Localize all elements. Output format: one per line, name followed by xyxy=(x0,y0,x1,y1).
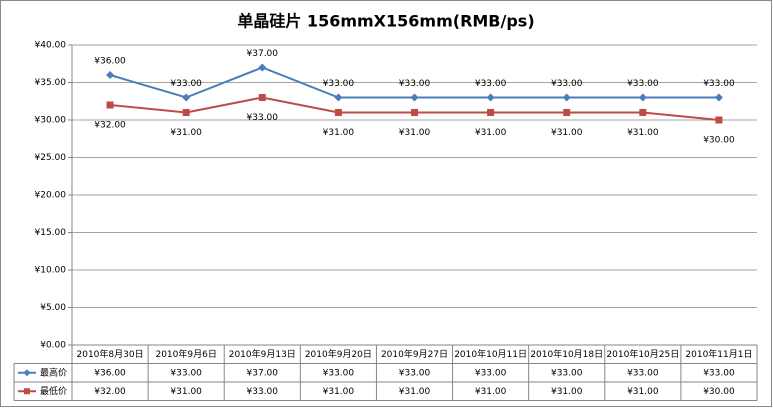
table-cell: ¥37.00 xyxy=(247,368,279,378)
table-cell: ¥33.00 xyxy=(627,368,659,378)
x-tick-label: 2010年8月30日 xyxy=(77,348,144,360)
table-cell: ¥30.00 xyxy=(703,387,735,397)
table-cell: ¥32.00 xyxy=(94,387,126,397)
point xyxy=(258,63,267,72)
y-tick-label: ¥20.00 xyxy=(35,191,67,201)
data-label: ¥36.00 xyxy=(94,57,126,67)
legend-marker xyxy=(24,388,30,395)
y-tick-label: ¥25.00 xyxy=(35,153,67,163)
table-cell: ¥31.00 xyxy=(627,387,659,397)
data-label: ¥33.00 xyxy=(551,79,583,89)
chart-title: 单晶硅片 156mmX156mm(RMB/ps) xyxy=(237,12,534,31)
table-cell: ¥31.00 xyxy=(551,387,583,397)
x-tick-label: 2010年10月11日 xyxy=(454,348,527,360)
point xyxy=(411,109,418,116)
table-cell: ¥31.00 xyxy=(475,387,507,397)
y-tick-label: ¥35.00 xyxy=(35,78,67,88)
data-label: ¥33.00 xyxy=(475,79,507,89)
data-label: ¥37.00 xyxy=(247,49,279,59)
point xyxy=(106,71,115,79)
table-cell: ¥33.00 xyxy=(170,368,202,378)
x-tick-label: 2010年10月18日 xyxy=(530,348,603,360)
table-cell: ¥31.00 xyxy=(323,387,355,397)
y-tick-label: ¥10.00 xyxy=(35,266,67,276)
point xyxy=(258,94,266,101)
y-tick-label: ¥0.00 xyxy=(40,341,66,351)
x-tick-label: 2010年9月13日 xyxy=(229,348,296,360)
x-tick-label: 2010年10月25日 xyxy=(606,348,679,360)
table-cell: ¥33.00 xyxy=(323,368,355,378)
x-tick-label: 2010年9月27日 xyxy=(381,348,448,360)
point xyxy=(714,93,723,102)
x-tick-label: 2010年9月20日 xyxy=(305,348,372,360)
point xyxy=(487,109,495,116)
data-label: ¥32.00 xyxy=(94,121,126,131)
data-label: ¥31.00 xyxy=(399,128,431,138)
y-tick-label: ¥40.00 xyxy=(35,41,67,51)
point xyxy=(562,93,571,102)
data-label: ¥33.00 xyxy=(627,79,659,89)
point xyxy=(638,93,647,102)
point xyxy=(410,93,419,102)
legend-marker xyxy=(23,369,31,377)
data-label: ¥30.00 xyxy=(703,136,735,146)
table-cell: ¥31.00 xyxy=(170,387,202,397)
point xyxy=(334,93,343,102)
table-cell: ¥33.00 xyxy=(399,368,431,378)
data-label: ¥33.00 xyxy=(703,79,735,89)
data-label: ¥33.00 xyxy=(170,79,202,89)
point xyxy=(563,109,571,116)
point xyxy=(182,93,191,102)
point xyxy=(106,101,114,109)
data-label: ¥31.00 xyxy=(323,128,355,138)
data-label: ¥31.00 xyxy=(170,128,202,138)
x-tick-label: 2010年11月1日 xyxy=(685,348,752,360)
x-tick-label: 2010年9月6日 xyxy=(155,348,216,360)
y-tick-label: ¥5.00 xyxy=(40,303,66,313)
table-cell: ¥33.00 xyxy=(551,368,583,378)
legend-label: 最低价 xyxy=(40,385,67,397)
data-label: ¥33.00 xyxy=(323,79,355,89)
table-cell: ¥33.00 xyxy=(247,387,279,397)
data-label: ¥31.00 xyxy=(627,128,659,138)
point xyxy=(334,109,342,116)
y-tick-label: ¥15.00 xyxy=(35,228,67,238)
point xyxy=(715,116,723,124)
data-label: ¥33.00 xyxy=(247,113,279,123)
legend-label: 最高价 xyxy=(40,366,67,378)
table-cell: ¥33.00 xyxy=(475,368,507,378)
table-cell: ¥33.00 xyxy=(703,368,735,378)
point xyxy=(639,109,647,116)
data-label: ¥33.00 xyxy=(399,79,431,89)
data-label: ¥31.00 xyxy=(551,128,583,138)
point xyxy=(486,93,495,102)
y-tick-label: ¥30.00 xyxy=(35,116,67,126)
point xyxy=(182,109,190,116)
table-cell: ¥36.00 xyxy=(94,368,126,378)
data-label: ¥31.00 xyxy=(475,128,507,138)
table-cell: ¥31.00 xyxy=(399,387,431,397)
